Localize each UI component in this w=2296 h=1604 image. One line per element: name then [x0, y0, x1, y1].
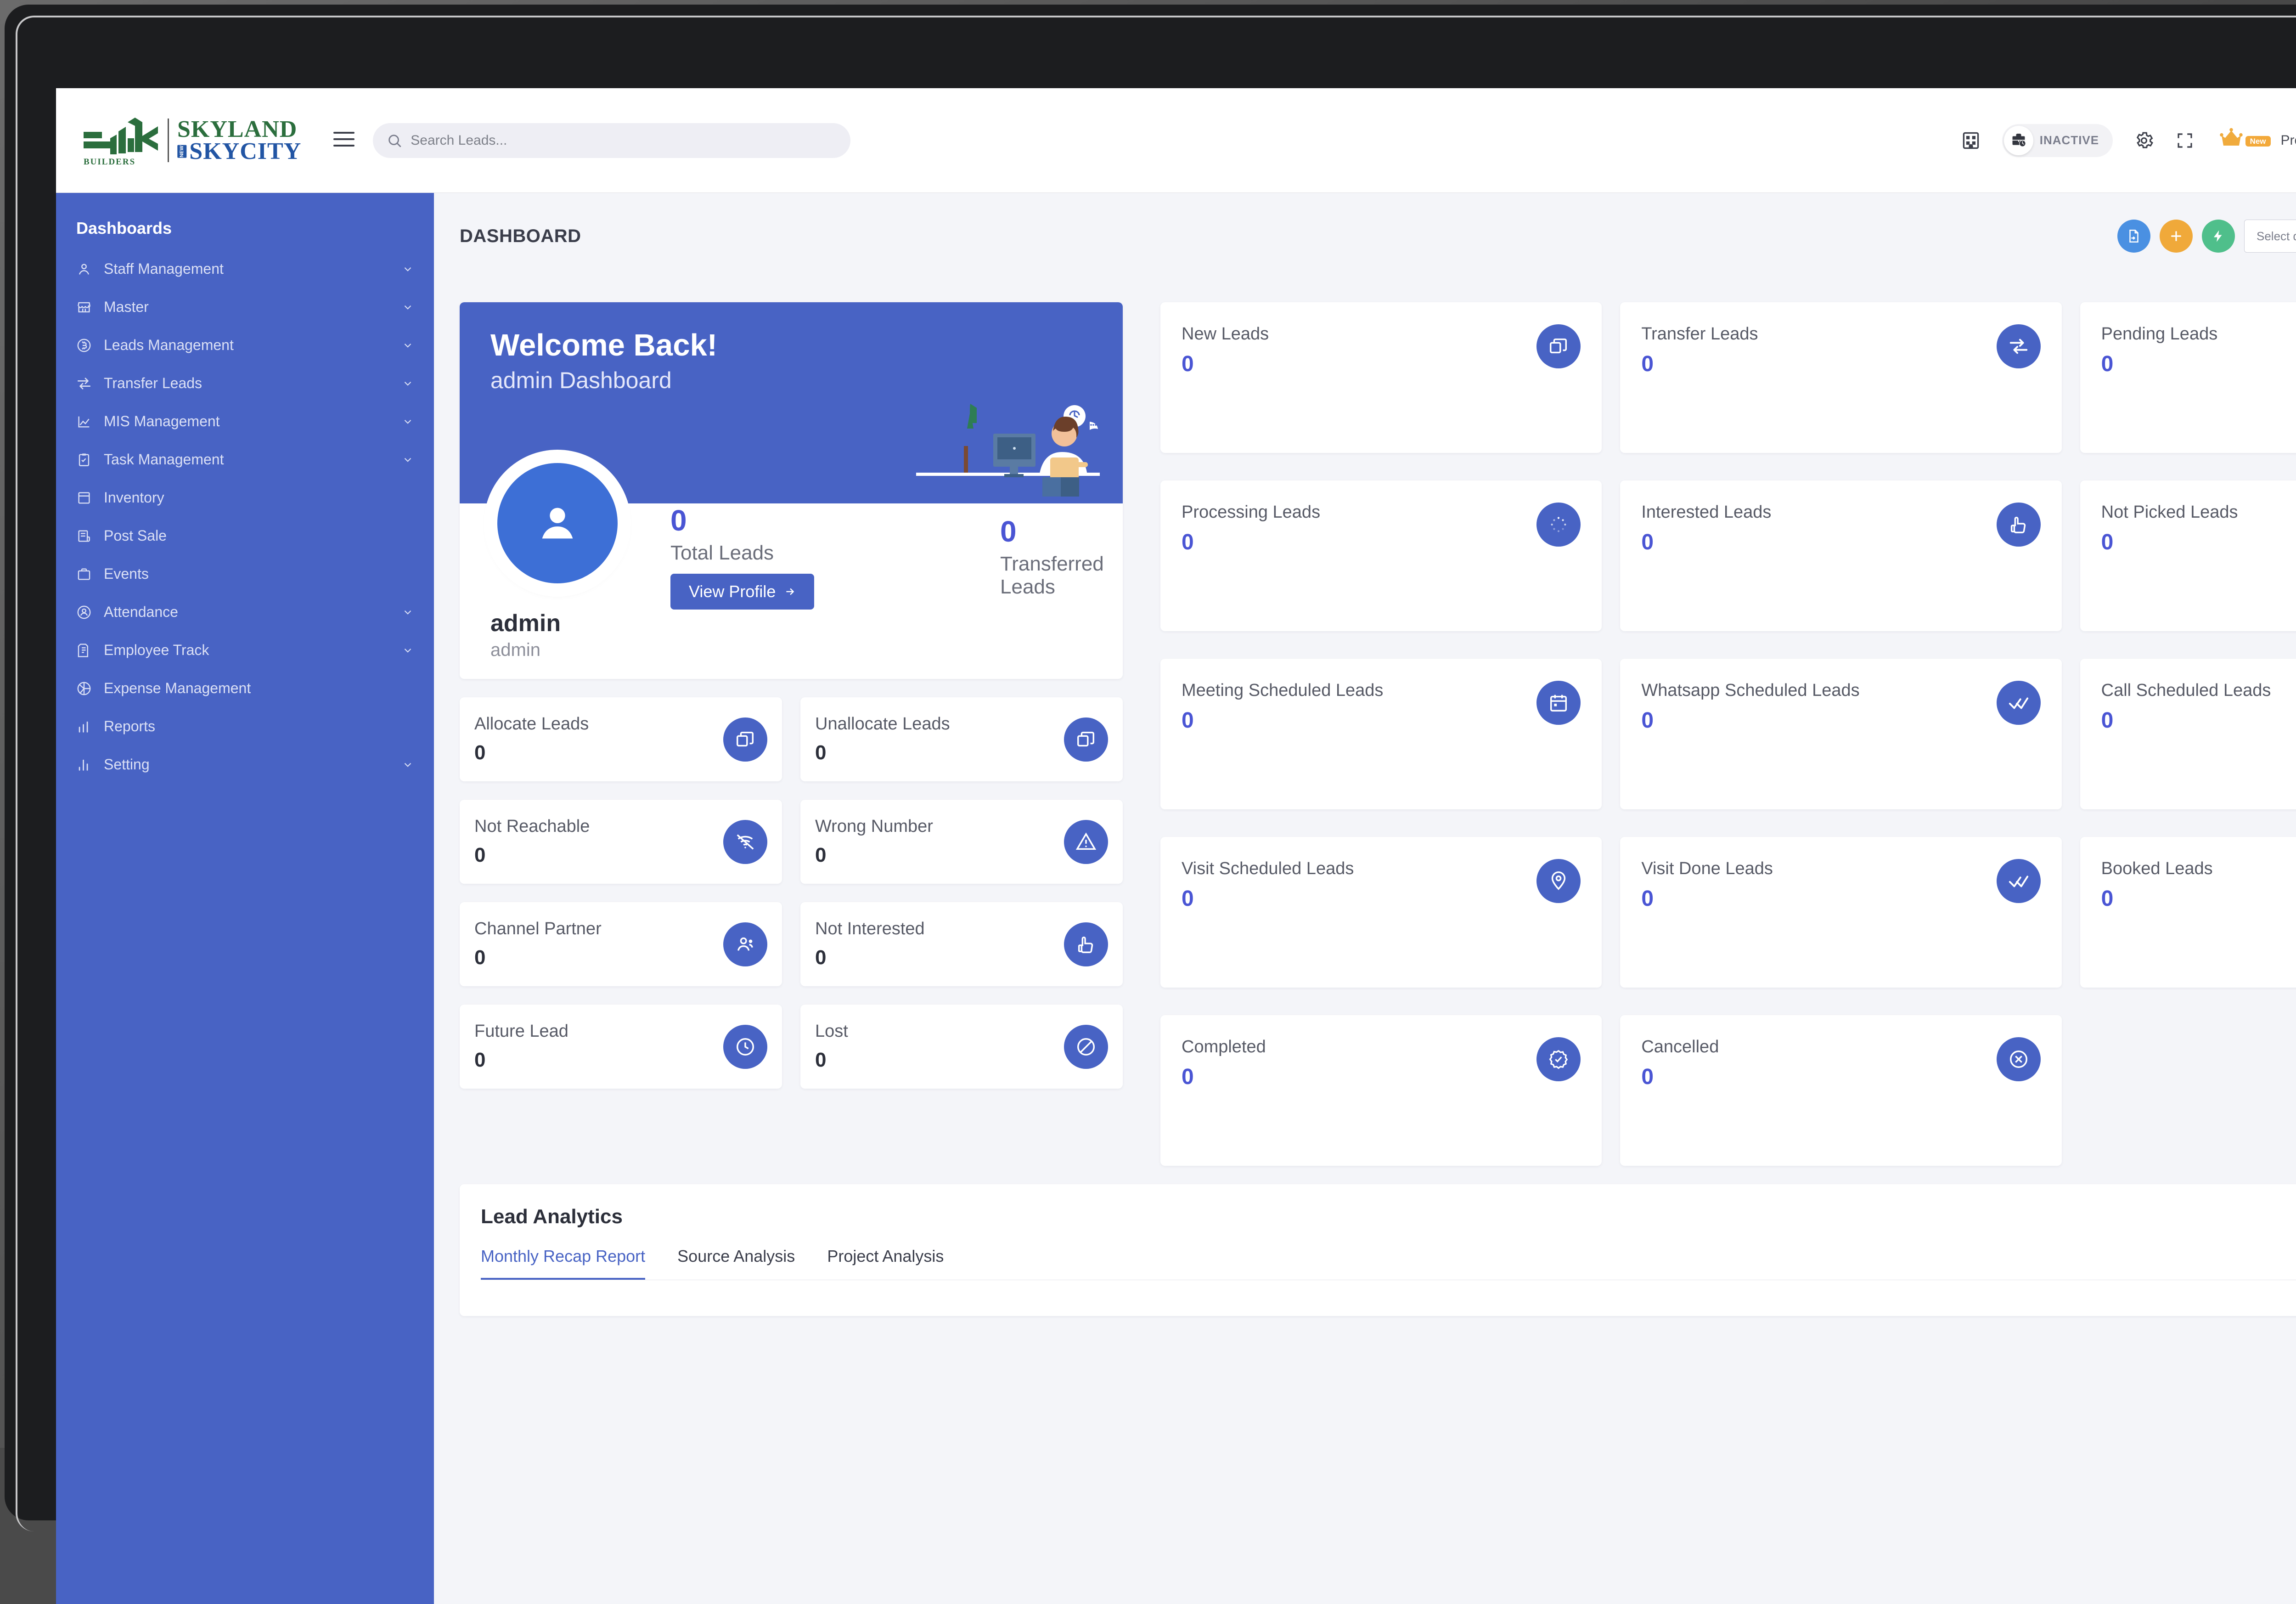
svg-text:BUILDERS: BUILDERS: [84, 157, 135, 167]
